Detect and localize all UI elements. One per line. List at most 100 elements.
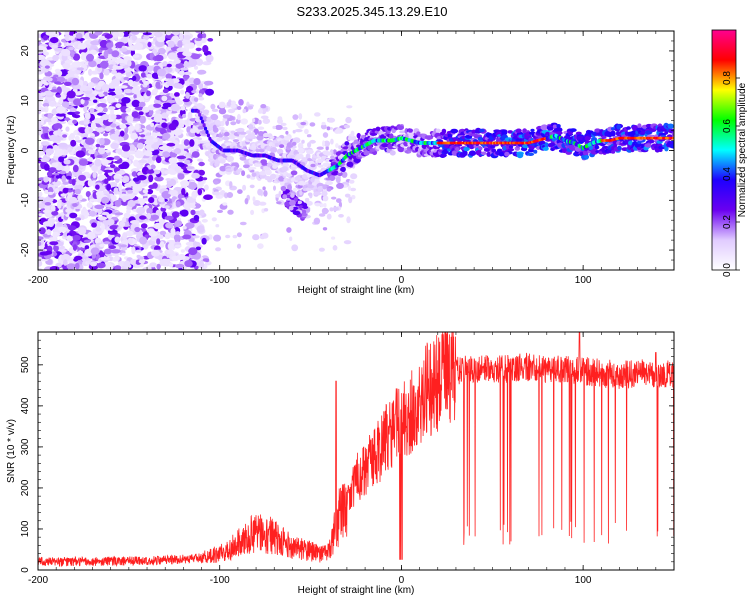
heatmap-cell xyxy=(185,241,196,246)
heatmap-cell xyxy=(46,229,52,236)
heatmap-cell xyxy=(127,79,134,86)
heatmap-cell xyxy=(162,61,168,67)
heatmap-cell xyxy=(169,189,178,196)
heatmap-cell xyxy=(350,130,355,137)
heatmap-cell xyxy=(76,67,84,71)
heatmap-cell xyxy=(301,139,305,144)
heatmap-cell xyxy=(547,126,554,131)
heatmap-cell xyxy=(121,252,126,256)
heatmap-cell xyxy=(479,128,485,133)
heatmap-cell xyxy=(75,150,86,158)
heatmap-cell xyxy=(49,241,59,246)
heatmap-cell xyxy=(336,198,342,204)
heatmap-cell xyxy=(161,144,169,152)
heatmap-cell xyxy=(58,156,65,163)
heatmap-cell xyxy=(165,178,172,181)
heatmap-cell xyxy=(397,125,404,131)
heatmap-cell xyxy=(407,128,413,133)
heatmap-cell xyxy=(150,235,158,242)
heatmap-cell xyxy=(335,176,341,184)
heatmap-cell xyxy=(166,99,176,104)
heatmap-cell xyxy=(99,145,105,149)
heatmap-cell xyxy=(297,147,305,154)
heatmap-cell xyxy=(66,41,75,47)
heatmap-cell xyxy=(138,259,146,264)
heatmap-cell xyxy=(313,191,322,196)
heatmap-cell xyxy=(55,175,61,179)
heatmap-cell xyxy=(53,123,63,130)
heatmap-cell xyxy=(138,111,144,116)
heatmap-cell xyxy=(213,180,219,185)
heatmap-cell xyxy=(122,232,128,240)
heatmap-cell xyxy=(202,45,209,53)
heatmap-cell xyxy=(302,205,309,209)
heatmap-cell xyxy=(236,243,242,249)
heatmap-cell xyxy=(198,96,205,101)
heatmap-cell xyxy=(52,54,59,62)
heatmap-cell xyxy=(191,172,201,179)
heatmap-cell xyxy=(468,150,477,156)
heatmap-cell xyxy=(167,40,175,48)
heatmap-cell xyxy=(47,112,53,119)
heatmap-cell xyxy=(173,58,181,64)
heatmap-cell xyxy=(141,179,151,184)
heatmap-cell xyxy=(70,50,75,58)
heatmap-cell xyxy=(170,103,181,112)
heatmap-cell xyxy=(38,68,44,75)
heatmap-cell xyxy=(101,83,110,92)
heatmap-cell xyxy=(101,211,110,216)
heatmap-cell xyxy=(250,209,255,215)
heatmap-cell xyxy=(156,238,161,245)
heatmap-cell xyxy=(74,135,80,141)
heatmap-cell xyxy=(42,221,53,227)
heatmap-cell xyxy=(215,224,220,228)
heatmap-cell xyxy=(131,35,138,41)
heatmap-cell xyxy=(44,65,50,69)
heatmap-cell xyxy=(125,230,134,237)
heatmap-cell xyxy=(53,244,59,252)
heatmap-cell xyxy=(180,180,190,188)
heatmap-cell xyxy=(72,244,78,251)
heatmap-cell xyxy=(246,174,251,179)
heatmap-cell xyxy=(49,167,57,173)
heatmap-cell xyxy=(130,48,135,57)
heatmap-cell xyxy=(225,142,233,146)
heatmap-cell xyxy=(137,174,147,181)
heatmap-cell xyxy=(107,47,113,55)
heatmap-cell xyxy=(329,207,334,212)
heatmap-cell xyxy=(257,119,262,125)
heatmap-cell xyxy=(140,72,146,78)
heatmap-cell xyxy=(95,184,100,190)
heatmap-cell xyxy=(257,188,263,196)
heatmap-cell xyxy=(260,159,268,165)
heatmap-cell xyxy=(196,109,200,114)
heatmap-cell xyxy=(142,189,149,194)
heatmap-cell xyxy=(156,263,161,270)
heatmap-cell xyxy=(101,114,110,121)
heatmap-cell xyxy=(111,78,121,87)
heatmap-cell xyxy=(74,262,80,270)
heatmap-cell xyxy=(241,170,246,177)
heatmap-cell xyxy=(74,255,83,261)
heatmap-cell xyxy=(441,128,447,134)
heatmap-cell xyxy=(55,76,66,83)
heatmap-cell xyxy=(257,243,264,250)
heatmap-cell xyxy=(190,53,201,60)
heatmap-cell xyxy=(38,45,45,50)
heatmap-cell xyxy=(252,118,256,123)
heatmap-cell xyxy=(284,135,291,141)
heatmap-cell xyxy=(55,166,63,171)
heatmap-cell xyxy=(125,107,132,113)
heatmap-cell xyxy=(334,129,341,134)
heatmap-cell xyxy=(106,183,111,191)
heatmap-cell xyxy=(183,43,191,50)
heatmap-cell xyxy=(170,227,176,236)
heatmap-cell xyxy=(38,130,43,136)
heatmap-cell xyxy=(220,120,225,127)
heatmap-cell xyxy=(151,249,161,257)
heatmap-cell xyxy=(239,131,247,135)
heatmap-cell xyxy=(258,201,267,206)
heatmap-cell xyxy=(304,197,310,202)
heatmap-cell xyxy=(148,184,156,189)
heatmap-cell xyxy=(193,97,199,102)
